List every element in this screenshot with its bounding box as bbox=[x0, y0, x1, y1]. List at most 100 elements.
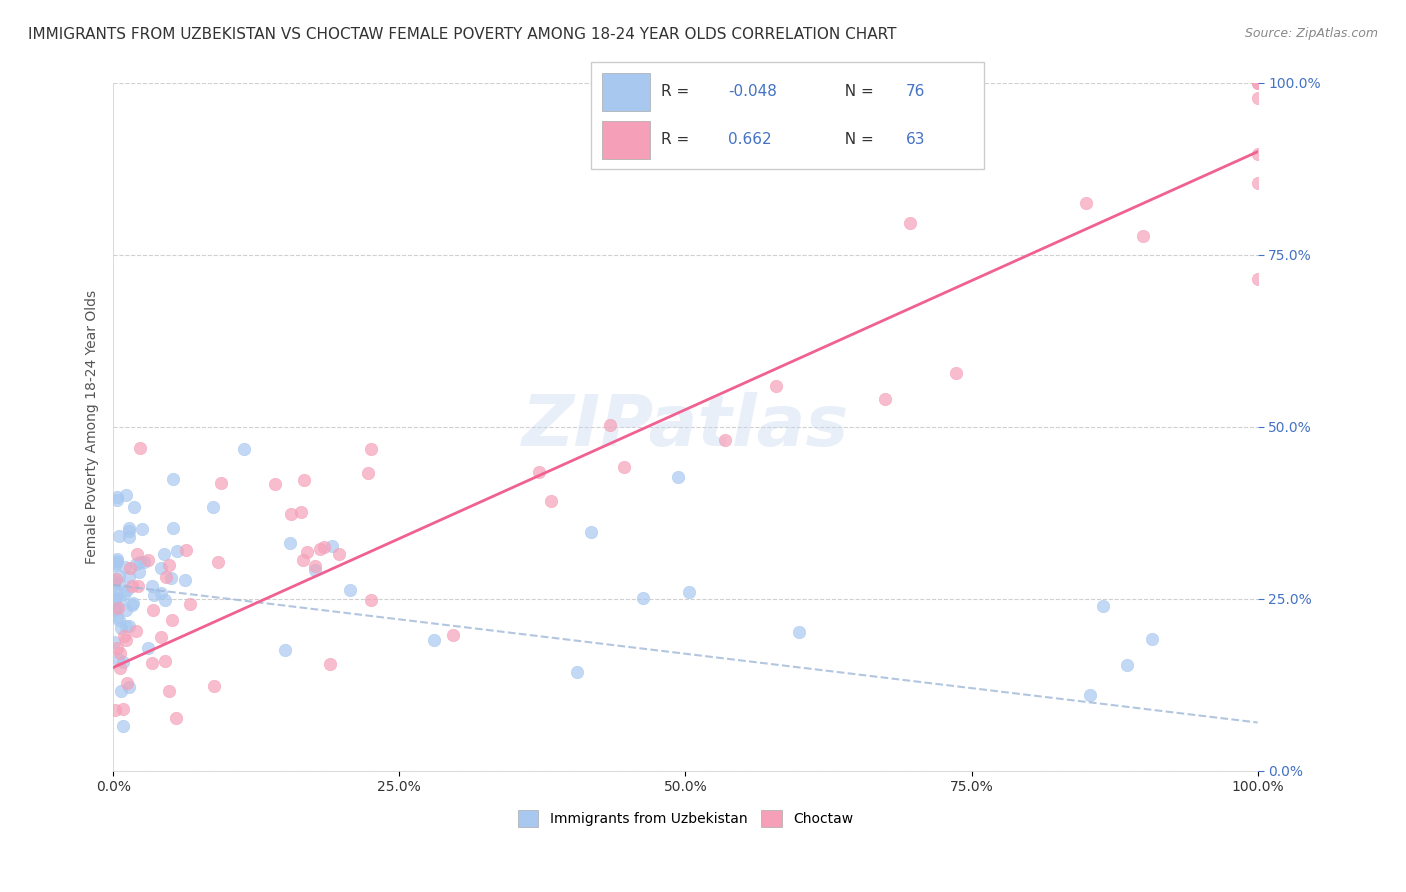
Point bbox=[125, 557, 148, 571]
Point bbox=[105, 552, 128, 566]
Point bbox=[110, 621, 132, 635]
Point bbox=[112, 586, 135, 600]
Point bbox=[666, 470, 689, 484]
Point bbox=[678, 585, 700, 599]
Text: 0.662: 0.662 bbox=[728, 132, 772, 147]
Point bbox=[103, 574, 125, 588]
Point bbox=[141, 656, 163, 670]
Point bbox=[111, 702, 134, 716]
Point bbox=[898, 216, 921, 230]
Point bbox=[103, 602, 125, 616]
Point bbox=[312, 540, 335, 554]
Point bbox=[108, 661, 131, 675]
Point bbox=[441, 628, 464, 642]
Point bbox=[150, 561, 173, 575]
Point bbox=[321, 539, 343, 553]
Point bbox=[202, 500, 225, 514]
Point bbox=[104, 572, 127, 586]
Point bbox=[112, 629, 135, 643]
Point bbox=[1246, 76, 1268, 90]
Point bbox=[1132, 229, 1154, 244]
Point bbox=[328, 547, 350, 561]
Point bbox=[264, 476, 287, 491]
Point bbox=[114, 560, 136, 574]
Point bbox=[118, 521, 141, 535]
Point bbox=[118, 530, 141, 544]
Point bbox=[713, 434, 735, 448]
Point bbox=[108, 646, 131, 660]
Point bbox=[1246, 91, 1268, 105]
Point bbox=[118, 524, 141, 539]
Point bbox=[153, 548, 176, 562]
Point bbox=[118, 680, 141, 694]
Point bbox=[565, 665, 588, 679]
Text: R =: R = bbox=[661, 84, 695, 99]
Point bbox=[105, 600, 128, 615]
Point bbox=[157, 683, 180, 698]
Point bbox=[107, 601, 129, 615]
Point bbox=[787, 625, 810, 640]
Point bbox=[527, 465, 550, 479]
FancyBboxPatch shape bbox=[602, 121, 650, 159]
Point bbox=[105, 490, 128, 504]
Point bbox=[122, 596, 145, 610]
Point bbox=[274, 643, 297, 657]
Point bbox=[1246, 146, 1268, 161]
Point bbox=[174, 542, 197, 557]
Point bbox=[117, 619, 139, 633]
Point bbox=[360, 593, 382, 607]
Point bbox=[115, 583, 138, 598]
Point bbox=[108, 576, 131, 591]
Point bbox=[149, 586, 172, 600]
Point bbox=[141, 579, 163, 593]
Point bbox=[155, 570, 177, 584]
Point bbox=[112, 655, 135, 669]
Point bbox=[309, 541, 332, 556]
Point bbox=[128, 555, 150, 569]
Point bbox=[173, 573, 195, 587]
Point bbox=[104, 592, 127, 607]
Point bbox=[104, 703, 127, 717]
Point bbox=[357, 466, 380, 480]
Point bbox=[125, 547, 148, 561]
Point bbox=[105, 493, 128, 508]
Point bbox=[114, 618, 136, 632]
Point bbox=[108, 569, 131, 583]
Point bbox=[127, 579, 149, 593]
Point bbox=[1246, 272, 1268, 286]
Point bbox=[110, 683, 132, 698]
Point bbox=[105, 556, 128, 570]
Text: N =: N = bbox=[835, 132, 879, 147]
Point bbox=[118, 570, 141, 584]
Y-axis label: Female Poverty Among 18-24 Year Olds: Female Poverty Among 18-24 Year Olds bbox=[86, 290, 100, 564]
Text: R =: R = bbox=[661, 132, 695, 147]
Point bbox=[945, 366, 967, 380]
Point bbox=[132, 555, 155, 569]
Point bbox=[121, 598, 143, 612]
FancyBboxPatch shape bbox=[602, 73, 650, 111]
Text: IMMIGRANTS FROM UZBEKISTAN VS CHOCTAW FEMALE POVERTY AMONG 18-24 YEAR OLDS CORRE: IMMIGRANTS FROM UZBEKISTAN VS CHOCTAW FE… bbox=[28, 27, 897, 42]
Point bbox=[103, 635, 125, 649]
Point bbox=[121, 579, 143, 593]
Point bbox=[111, 718, 134, 732]
Point bbox=[1078, 688, 1101, 702]
Point bbox=[124, 500, 146, 515]
Point bbox=[141, 603, 163, 617]
Point bbox=[290, 505, 312, 519]
Point bbox=[165, 711, 187, 725]
Point bbox=[280, 536, 302, 550]
Point bbox=[136, 640, 159, 655]
Point bbox=[129, 441, 152, 455]
Point bbox=[115, 488, 138, 502]
Point bbox=[202, 679, 225, 693]
Text: ZIPatlas: ZIPatlas bbox=[522, 392, 849, 461]
Point bbox=[114, 603, 136, 617]
Point bbox=[295, 545, 318, 559]
Text: N =: N = bbox=[835, 84, 879, 99]
Point bbox=[540, 494, 562, 508]
Point bbox=[103, 603, 125, 617]
Point bbox=[143, 588, 166, 602]
Point bbox=[162, 521, 184, 535]
Point bbox=[120, 561, 142, 575]
Point bbox=[105, 584, 128, 599]
